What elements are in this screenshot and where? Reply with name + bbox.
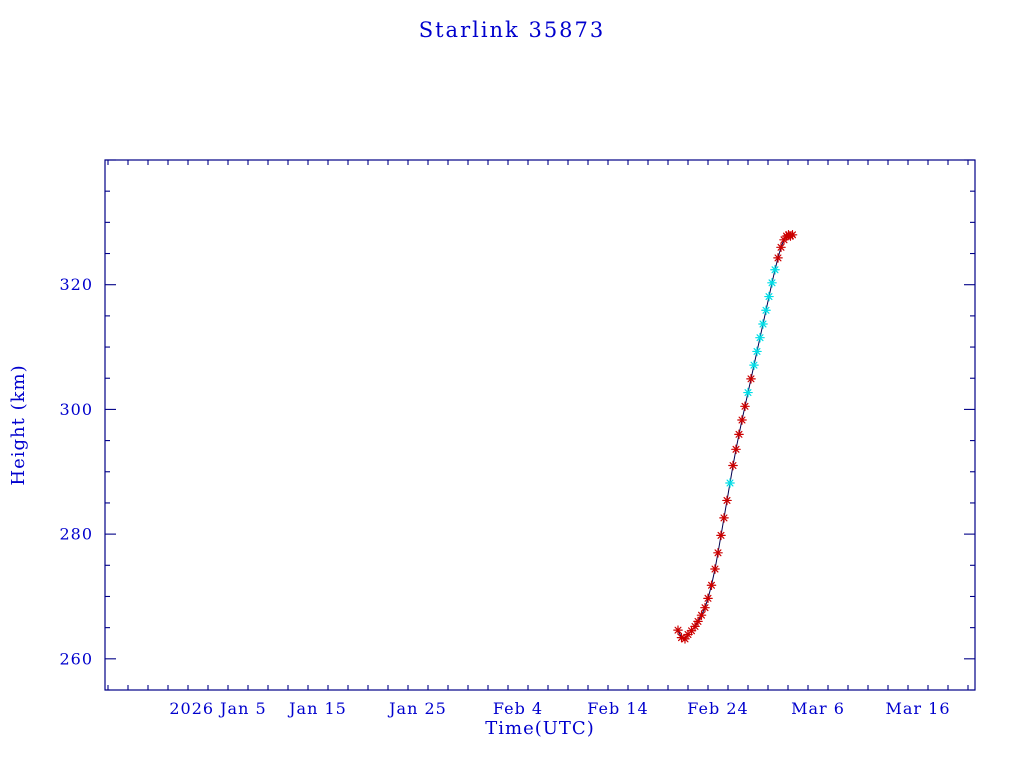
y-tick-label: 320 — [59, 275, 93, 294]
data-point-marker-red — [676, 632, 687, 643]
data-point-marker-red — [683, 629, 693, 640]
x-tick-label: Feb 4 — [493, 699, 543, 718]
data-point-marker-red — [703, 593, 713, 604]
data-point-marker-red — [700, 602, 710, 613]
chart-title: Starlink 35873 — [418, 18, 606, 42]
data-point-marker-red — [731, 444, 741, 455]
data-point-marker-cyan — [761, 305, 771, 316]
data-point-marker-cyan — [770, 264, 780, 275]
data-point-marker-red — [787, 230, 798, 240]
x-tick-label: Jan 15 — [287, 699, 347, 718]
y-tick-label: 260 — [59, 649, 93, 668]
data-point-marker-cyan — [764, 291, 774, 302]
data-point-marker-red — [710, 564, 720, 574]
data-point-marker-red — [716, 530, 726, 541]
x-tick-label: 2026 Jan 5 — [169, 699, 266, 718]
data-point-marker-cyan — [767, 278, 777, 288]
data-point-marker-red — [737, 415, 747, 425]
x-tick-label: Mar 6 — [791, 699, 845, 718]
x-tick-label: Mar 16 — [885, 699, 950, 718]
data-point-marker-red — [673, 625, 683, 635]
height-series-line — [677, 234, 793, 640]
data-point-marker-red — [728, 460, 738, 471]
data-point-marker-red — [696, 610, 707, 620]
data-point-marker-red — [746, 374, 756, 384]
data-point-marker-red — [773, 253, 783, 263]
data-point-marker-cyan — [755, 332, 765, 343]
data-point-marker-red — [690, 621, 700, 632]
data-point-marker-cyan — [743, 387, 753, 398]
data-point-marker-red — [713, 548, 723, 558]
data-point-marker-red — [719, 513, 729, 523]
data-point-marker-cyan — [752, 346, 762, 357]
data-point-marker-red — [693, 616, 703, 627]
y-tick-label: 280 — [59, 525, 93, 544]
data-point-marker-red — [680, 634, 690, 644]
data-point-marker-cyan — [758, 319, 768, 329]
y-tick-label: 300 — [59, 400, 93, 419]
data-point-marker-red — [734, 429, 744, 440]
x-tick-label: Jan 25 — [387, 699, 447, 718]
data-point-marker-red — [706, 580, 717, 591]
plot-frame — [104, 159, 976, 691]
data-point-marker-cyan — [749, 360, 759, 370]
data-point-marker-red — [722, 495, 732, 506]
x-axis-label: Time(UTC) — [485, 718, 595, 739]
data-point-marker-red — [686, 625, 697, 636]
x-tick-label: Feb 14 — [587, 699, 648, 718]
data-point-marker-cyan — [725, 478, 735, 488]
data-point-marker-red — [740, 401, 750, 412]
data-point-marker-red — [776, 242, 786, 253]
x-tick-label: Feb 24 — [687, 699, 748, 718]
data-point-marker-red — [779, 235, 789, 245]
